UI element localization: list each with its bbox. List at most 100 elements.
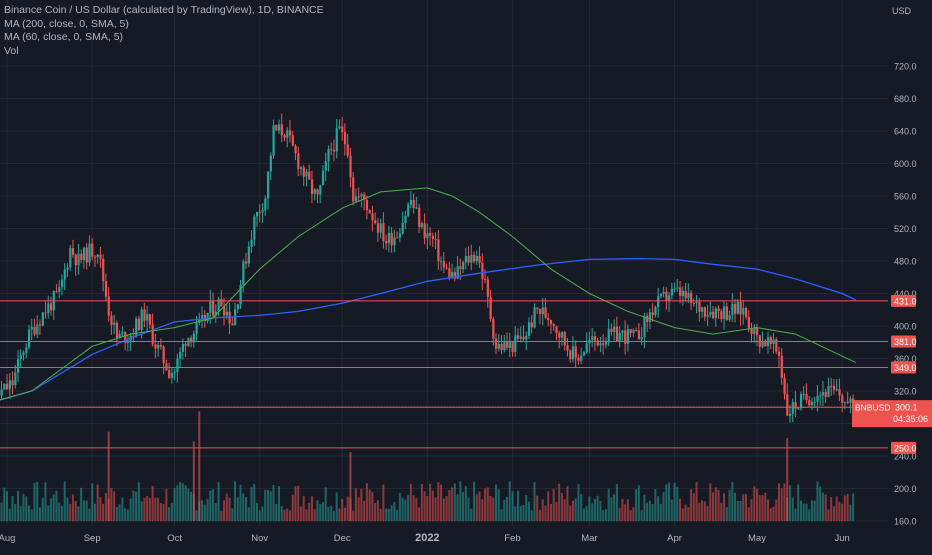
candle-body <box>225 311 228 316</box>
volume-legend[interactable]: Vol <box>4 44 19 57</box>
candle-body <box>157 344 160 349</box>
volume-bar <box>16 490 19 521</box>
candle-body <box>791 402 794 414</box>
volume-bar <box>670 499 673 521</box>
volume-bar <box>824 494 827 521</box>
y-tick-label-7: 440.0 <box>894 289 917 299</box>
volume-bar <box>665 484 668 521</box>
candle-body <box>827 385 830 397</box>
volume-bar <box>332 510 335 521</box>
candle-body <box>354 196 358 202</box>
candle-body <box>566 345 569 351</box>
ma60-line <box>0 187 857 401</box>
volume-bar <box>415 498 418 521</box>
last-price-value: 300.1 <box>895 403 918 413</box>
candle-body <box>286 130 289 138</box>
candle-body <box>753 326 756 335</box>
volume-bar <box>102 503 105 521</box>
volume-bar <box>522 504 525 521</box>
candle-body <box>374 220 377 224</box>
volume-bar <box>706 506 709 521</box>
level-label-1: 381.0 <box>894 337 917 347</box>
candle-body <box>819 395 822 397</box>
volume-bar <box>25 496 28 521</box>
volume-bar <box>690 489 693 521</box>
candle-body <box>409 199 413 205</box>
candle-body <box>256 211 259 217</box>
candle-body <box>437 239 440 262</box>
candle-body <box>82 247 86 260</box>
candle-body <box>305 171 308 177</box>
candle-body <box>365 199 369 211</box>
volume-bar <box>19 506 22 521</box>
candle-body <box>838 389 841 396</box>
volume-bar <box>310 496 313 521</box>
volume-bar <box>420 484 423 521</box>
volume-bar <box>14 503 17 521</box>
volume-bar <box>459 481 462 521</box>
volume-bar <box>714 487 717 521</box>
candle-body <box>212 300 215 316</box>
candle-body <box>448 268 451 279</box>
volume-bar <box>481 499 484 521</box>
volume-bar <box>239 484 242 521</box>
y-tick-label-10: 560.0 <box>894 192 917 202</box>
volume-bar <box>404 499 407 521</box>
volume-bar <box>734 492 737 521</box>
candle-body <box>19 354 22 359</box>
volume-bar <box>764 492 767 521</box>
x-tick-label-10: Jun <box>835 533 850 544</box>
y-tick-label-6: 400.0 <box>894 322 917 332</box>
volume-bar <box>277 486 280 521</box>
volume-bar <box>599 501 602 521</box>
candle-body <box>747 317 750 329</box>
candle-body <box>626 329 630 344</box>
x-tick-label-8: Apr <box>667 533 682 544</box>
candle-body <box>720 311 723 319</box>
volume-bar <box>626 499 629 521</box>
candle-body <box>423 223 426 239</box>
candle-body <box>516 335 520 339</box>
y-tick-label-11: 600.0 <box>894 159 917 169</box>
volume-bar <box>585 506 588 521</box>
candle-body <box>684 290 687 299</box>
volume-bar <box>676 486 679 521</box>
x-tick-label-5: 2022 <box>415 532 439 544</box>
candle-body <box>629 329 632 334</box>
symbol-title[interactable]: Binance Coin / US Dollar (calculated by … <box>4 4 324 16</box>
candle-body <box>577 357 580 361</box>
candle-body <box>330 148 333 150</box>
volume-bar <box>8 508 11 521</box>
candle-body <box>563 332 566 346</box>
volume-bar <box>135 491 138 521</box>
candle-body <box>179 351 182 359</box>
volume-bar <box>442 498 445 521</box>
volume-bar <box>82 500 85 521</box>
candle-body <box>723 306 726 319</box>
volume-bar <box>71 494 74 521</box>
volume-bar <box>201 500 204 521</box>
volume-bar <box>549 504 552 521</box>
volume-bar <box>234 481 237 521</box>
volume-bar <box>621 498 624 521</box>
candle-body <box>132 335 135 337</box>
candle-body <box>308 171 311 180</box>
candle-body <box>830 385 833 387</box>
volume-bar <box>181 483 184 521</box>
candle-body <box>810 402 814 406</box>
candle-body <box>140 309 143 331</box>
volume-bar <box>6 491 8 521</box>
volume-bar <box>802 503 805 521</box>
candle-body <box>607 328 610 343</box>
volume-bar <box>365 483 368 521</box>
volume-bar <box>184 485 187 521</box>
ma60-legend[interactable]: MA (60, close, 0, SMA, 5) <box>4 31 124 43</box>
volume-bar <box>55 490 58 521</box>
volume-bar <box>376 500 379 521</box>
volume-bar <box>593 498 596 521</box>
candle-body <box>580 355 583 361</box>
ma200-legend[interactable]: MA (200, close, 0, SMA, 5) <box>4 17 129 30</box>
candle-body <box>610 328 613 332</box>
